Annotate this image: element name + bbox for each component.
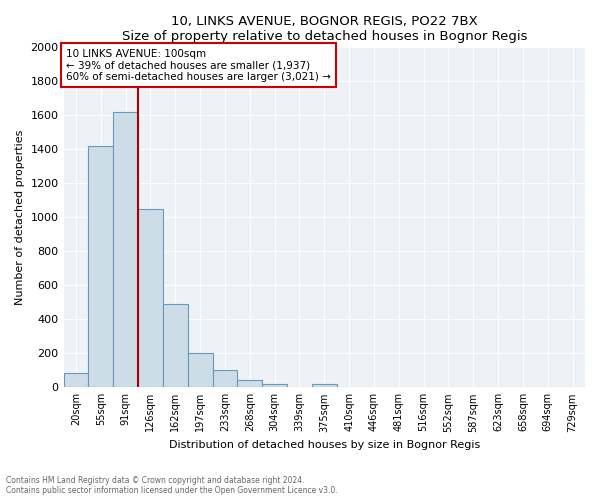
Bar [138, 208, 163, 388]
Bar [88, 146, 113, 388]
Bar [188, 354, 212, 388]
Bar [238, 380, 262, 388]
Bar [163, 304, 188, 388]
Bar [113, 112, 138, 388]
Bar [262, 384, 287, 388]
Y-axis label: Number of detached properties: Number of detached properties [15, 130, 25, 305]
Bar [64, 373, 88, 388]
Text: 10 LINKS AVENUE: 100sqm
← 39% of detached houses are smaller (1,937)
60% of semi: 10 LINKS AVENUE: 100sqm ← 39% of detache… [66, 48, 331, 82]
Text: Contains HM Land Registry data © Crown copyright and database right 2024.
Contai: Contains HM Land Registry data © Crown c… [6, 476, 338, 495]
X-axis label: Distribution of detached houses by size in Bognor Regis: Distribution of detached houses by size … [169, 440, 480, 450]
Bar [312, 384, 337, 388]
Bar [212, 370, 238, 388]
Title: 10, LINKS AVENUE, BOGNOR REGIS, PO22 7BX
Size of property relative to detached h: 10, LINKS AVENUE, BOGNOR REGIS, PO22 7BX… [122, 15, 527, 43]
